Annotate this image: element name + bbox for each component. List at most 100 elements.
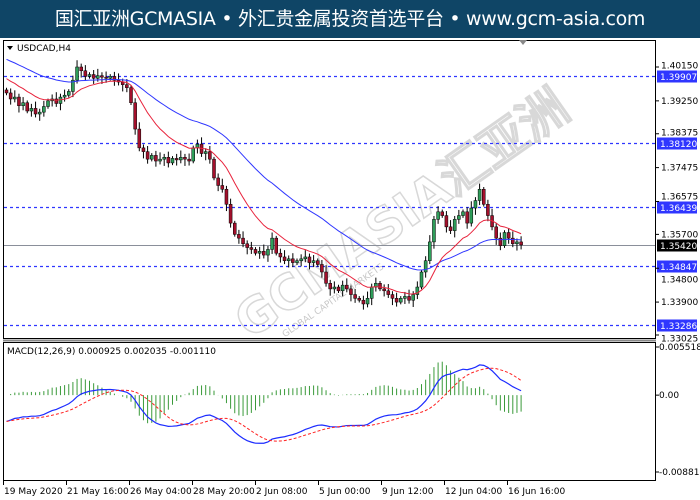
candle-body	[345, 284, 349, 290]
candle-body	[390, 294, 395, 299]
candle-body	[179, 157, 183, 161]
candle-body	[62, 94, 67, 98]
candle-body	[91, 74, 96, 79]
candle-body	[469, 207, 474, 224]
candle-body	[79, 66, 83, 72]
candle-body	[170, 158, 175, 164]
candle-body	[42, 106, 46, 113]
macd-main-line	[6, 364, 522, 444]
time-tick-label: 2 Jun 08:00	[256, 487, 308, 497]
candle-body	[253, 249, 258, 254]
candle-body	[295, 260, 299, 263]
candle-body	[407, 296, 411, 301]
macd-label: MACD(12,26,9) 0.000925 0.002035 -0.00111…	[7, 347, 216, 357]
candle-body	[262, 251, 266, 256]
candle-body	[394, 298, 399, 303]
candle-body	[519, 241, 523, 246]
price-tick-label: 1.35700	[661, 231, 698, 241]
candle-body	[382, 288, 386, 292]
candle-body	[71, 79, 75, 92]
candle-body	[428, 241, 432, 261]
candle-body	[166, 157, 171, 164]
candle-body	[191, 147, 195, 162]
candle-body	[506, 232, 511, 239]
candle-body	[473, 200, 478, 209]
candle-body	[129, 87, 133, 103]
candle-body	[299, 258, 303, 261]
candle-body	[83, 70, 88, 77]
candle-body	[100, 75, 104, 78]
candle-body	[448, 226, 453, 231]
scroll-marker-icon[interactable]	[519, 40, 527, 45]
symbol-label: USDCAD,H4	[17, 44, 71, 54]
macd-tick-label: 0.005518	[659, 343, 700, 353]
candle-body	[477, 188, 482, 201]
candle-body	[386, 290, 391, 295]
candle-body	[436, 211, 440, 220]
candle-body	[120, 81, 125, 85]
candle-body	[440, 211, 444, 216]
time-axis: 19 May 2020 21 May 16:00 26 May 04:00 28 Ma…	[3, 481, 565, 497]
candle-body	[361, 299, 366, 305]
candle-body	[224, 188, 229, 205]
candle-body	[112, 76, 117, 81]
candle-body	[498, 237, 503, 246]
time-tick-label: 16 Jun 16:00	[508, 487, 565, 497]
price-tick-label: 1.39250	[661, 97, 698, 107]
banner: 国汇亚洲GCMASIA • 外汇贵金属投资首选平台 • www.gcm-asia…	[0, 0, 700, 38]
time-tick-label: 28 May 20:00	[193, 487, 255, 497]
candle-body	[145, 151, 150, 160]
candle-body	[332, 286, 337, 290]
candle-body	[17, 96, 21, 106]
candle-body	[37, 111, 42, 115]
time-tick-label: 19 May 2020	[4, 487, 63, 497]
current-price-label: 1.35420	[660, 242, 697, 252]
candle-body	[21, 102, 25, 106]
candle-body	[324, 271, 328, 284]
candle-body	[316, 260, 320, 265]
ma-fast-line	[6, 78, 522, 295]
candle-body	[187, 158, 191, 162]
macd-signal-line	[6, 367, 522, 442]
candle-body	[336, 286, 341, 292]
candle-body	[154, 155, 158, 162]
candle-body	[274, 237, 278, 254]
candle-body	[29, 108, 34, 112]
candle-body	[228, 204, 233, 224]
level-price-badge	[657, 260, 697, 273]
level-price-label: 1.34847	[660, 263, 697, 273]
price-tick-label: 1.34800	[661, 276, 698, 286]
price-panel[interactable]	[3, 40, 656, 339]
candle-body	[465, 211, 469, 224]
candle-body	[311, 260, 316, 263]
candle-body	[278, 252, 283, 258]
dropdown-triangle-icon[interactable]	[7, 46, 13, 50]
candle-body	[216, 177, 220, 186]
moving-averages	[6, 58, 522, 295]
time-tick-label: 5 Jun 00:00	[319, 487, 371, 497]
candle-body	[357, 298, 361, 301]
candle-body	[108, 76, 112, 79]
macd-panel[interactable]	[3, 342, 656, 481]
candle-body	[75, 66, 79, 81]
candle-body	[183, 157, 187, 160]
candle-body	[249, 247, 254, 250]
level-price-badge	[657, 70, 697, 83]
candle-body	[515, 241, 519, 245]
candle-body	[353, 294, 357, 299]
price-tick-label: 1.33900	[661, 298, 698, 308]
level-price-badge	[657, 137, 697, 150]
price-tick-label: 1.33025	[661, 335, 698, 345]
candle-body	[162, 157, 166, 160]
candle-body	[4, 89, 9, 94]
time-tick-label: 12 Jun 04:00	[445, 487, 502, 497]
candle-body	[158, 158, 162, 162]
candle-body	[432, 219, 436, 243]
candle-body	[237, 234, 241, 239]
price-tick-label: 1.36575	[661, 193, 698, 203]
candle-body	[54, 98, 59, 104]
time-tick-label: 21 May 16:00	[67, 487, 129, 497]
candle-body	[266, 249, 270, 256]
